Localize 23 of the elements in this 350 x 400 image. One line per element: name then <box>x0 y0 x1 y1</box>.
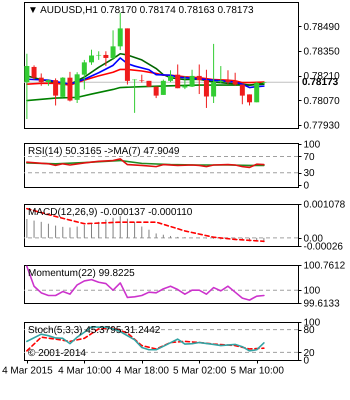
y-tick-label: 0.78070 <box>304 96 340 107</box>
chart-title: ▼ AUDUSD,H1 0.78170 0.78174 0.78163 0.78173 <box>28 5 254 16</box>
x-tick-label: 4 Mar 18:00 <box>116 366 170 376</box>
annotation: © 2001-2014 <box>28 348 86 359</box>
x-tick-label: 4 Mar 2015 <box>2 366 54 376</box>
y-tick-label: -0.00026 <box>304 242 344 252</box>
y-tick-label: 100 <box>304 140 321 151</box>
y-tick-label: 99.6133 <box>304 298 340 310</box>
y-tick-label: 80 <box>304 325 316 336</box>
y-tick-label: 30 <box>304 168 316 180</box>
y-tick-label: 100 <box>304 286 321 297</box>
y-tick-label: 0 <box>304 356 310 366</box>
y-tick-label: 0.77930 <box>304 120 340 132</box>
y-tick-label: 0.001078 <box>304 200 346 210</box>
y-tick-label: 0 <box>304 180 310 192</box>
x-tick-label: 5 Mar 10:00 <box>230 366 284 376</box>
y-tick-label: 0.78350 <box>304 46 340 58</box>
y-tick-label: 0.78490 <box>304 22 340 33</box>
chart-title: RSI(14) 50.3165 ->MA(7) 47.9049 <box>28 146 180 157</box>
y-tick-label: 100.7612 <box>304 260 346 272</box>
x-tick-label: 5 Mar 02:00 <box>173 366 227 376</box>
x-tick-label: 4 Mar 10:00 <box>58 366 112 376</box>
y-tick-label: 70 <box>304 152 316 163</box>
